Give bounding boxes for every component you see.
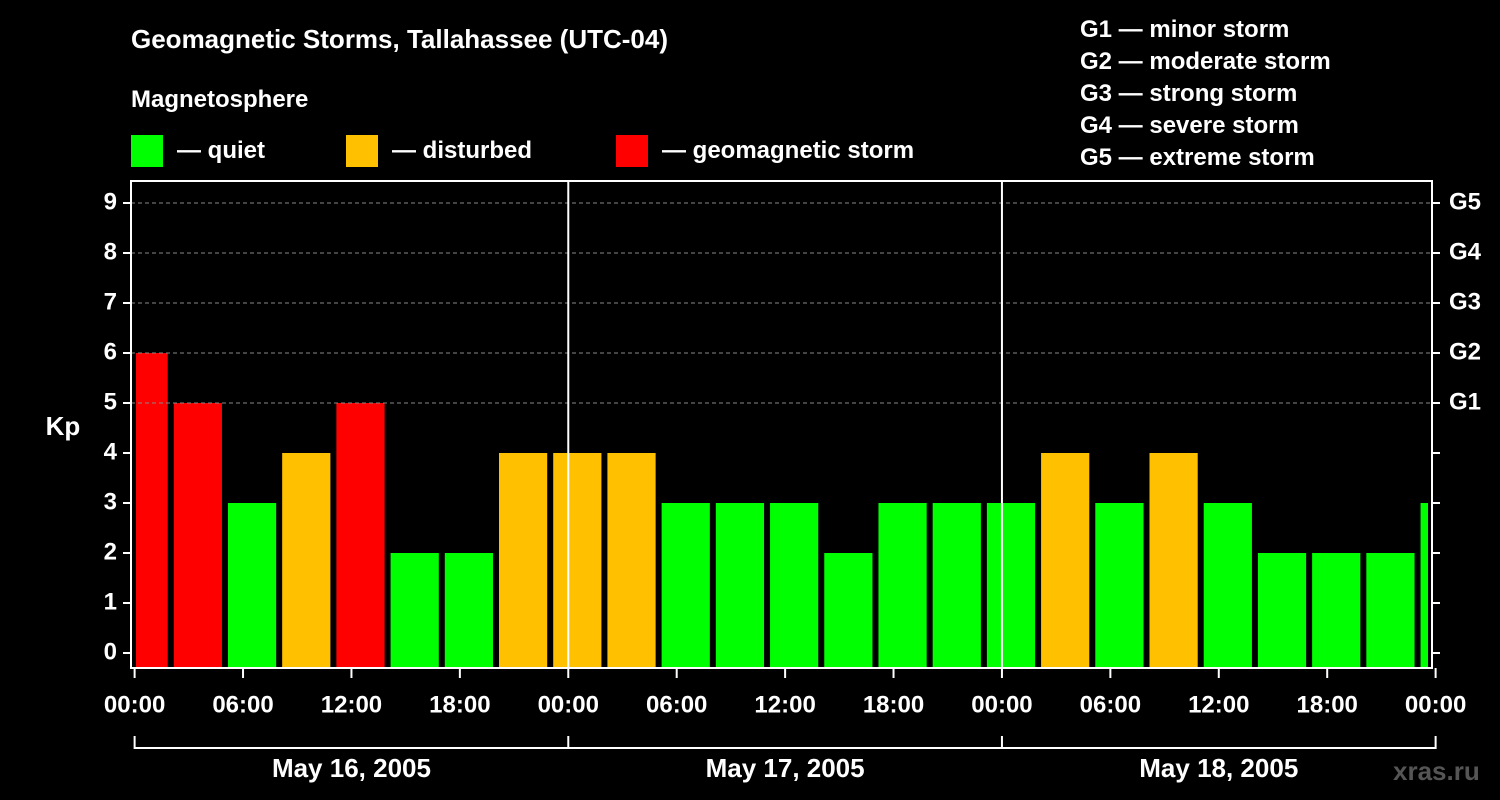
- kp-bar: [136, 353, 168, 668]
- x-tick-label: 06:00: [212, 691, 273, 718]
- g-scale-g5: G5 — extreme storm: [1080, 144, 1315, 171]
- chart-title: Geomagnetic Storms, Tallahassee (UTC-04): [131, 24, 669, 54]
- x-tick-label: 06:00: [1080, 691, 1141, 718]
- legend-item-quiet: — quiet: [131, 134, 265, 168]
- x-tick-label: 18:00: [863, 691, 924, 718]
- plot-frame: [130, 180, 1433, 669]
- kp-bar: [444, 553, 494, 668]
- x-tick-label: 00:00: [971, 691, 1032, 718]
- g-scale-g3: G3 — strong storm: [1080, 80, 1298, 107]
- g-scale-g1: G1 — minor storm: [1080, 16, 1290, 43]
- kp-bar: [1420, 503, 1428, 668]
- g-scale-g4: G4 — severe storm: [1080, 112, 1299, 139]
- x-tick-label: 12:00: [321, 691, 382, 718]
- kp-bar: [553, 453, 602, 668]
- day-label: May 17, 2005: [706, 753, 865, 783]
- y-tick-label: 9: [104, 188, 117, 215]
- kp-bar: [1149, 453, 1198, 668]
- y-tick-label: 2: [104, 538, 117, 565]
- kp-bar: [932, 503, 981, 668]
- legend-label-quiet: — quiet: [177, 137, 265, 164]
- kp-bar: [1257, 553, 1307, 668]
- y-tick-label: 3: [104, 488, 117, 515]
- right-tick-label: G1: [1449, 388, 1481, 415]
- day-label: May 18, 2005: [1139, 753, 1298, 783]
- kp-bar: [878, 503, 927, 668]
- g-scale-g2: G2 — moderate storm: [1080, 48, 1331, 75]
- right-tick-label: G5: [1449, 188, 1481, 215]
- right-tick-label: G2: [1449, 338, 1481, 365]
- kp-bar: [173, 403, 222, 668]
- y-tick-label: 6: [104, 338, 117, 365]
- storm-swatch: [616, 135, 648, 167]
- magnetosphere-legend-title: Magnetosphere: [131, 86, 309, 113]
- x-tick-label: 18:00: [1297, 691, 1358, 718]
- watermark: xras.ru: [1393, 756, 1480, 786]
- disturbed-swatch: [346, 135, 378, 167]
- x-tick-label: 06:00: [646, 691, 707, 718]
- kp-bar: [1041, 453, 1090, 668]
- g-scale-legend: G1 — minor storm G2 — moderate storm G3 …: [1080, 14, 1331, 174]
- day-label: May 16, 2005: [272, 753, 431, 783]
- x-tick-label: 18:00: [429, 691, 490, 718]
- legend-label-storm: — geomagnetic storm: [662, 137, 915, 164]
- legend-label-disturbed: — disturbed: [392, 137, 533, 164]
- quiet-swatch: [131, 135, 163, 167]
- right-tick-label: G3: [1449, 288, 1481, 315]
- kp-bar: [824, 553, 873, 668]
- x-tick-label: 12:00: [1188, 691, 1249, 718]
- y-tick-label: 7: [104, 288, 117, 315]
- kp-bar: [390, 553, 439, 668]
- kp-bar: [715, 503, 765, 668]
- kp-bar: [986, 503, 1036, 668]
- legend-item-storm: — geomagnetic storm: [616, 134, 914, 168]
- y-tick-label: 8: [104, 238, 117, 265]
- kp-bar: [770, 503, 819, 668]
- y-tick-label: 5: [104, 388, 117, 415]
- y-tick-label: 0: [104, 638, 117, 665]
- kp-bar: [336, 403, 385, 668]
- x-tick-label: 12:00: [754, 691, 815, 718]
- x-tick-label: 00:00: [104, 691, 165, 718]
- kp-bar: [282, 453, 331, 668]
- right-tick-label: G4: [1449, 238, 1482, 265]
- y-axis-label: Kp: [46, 411, 81, 441]
- kp-bar: [661, 503, 710, 668]
- kp-bar: [1312, 553, 1361, 668]
- kp-bar: [227, 503, 277, 668]
- kp-bar: [1366, 553, 1415, 668]
- kp-bar: [1095, 503, 1144, 668]
- x-tick-label: 00:00: [538, 691, 599, 718]
- kp-bar: [607, 453, 656, 668]
- y-tick-label: 1: [104, 588, 117, 615]
- kp-bar: [1203, 503, 1252, 668]
- y-tick-label: 4: [104, 438, 118, 465]
- x-tick-label: 00:00: [1405, 691, 1466, 718]
- kp-bar: [499, 453, 548, 668]
- legend-item-disturbed: — disturbed: [346, 134, 532, 168]
